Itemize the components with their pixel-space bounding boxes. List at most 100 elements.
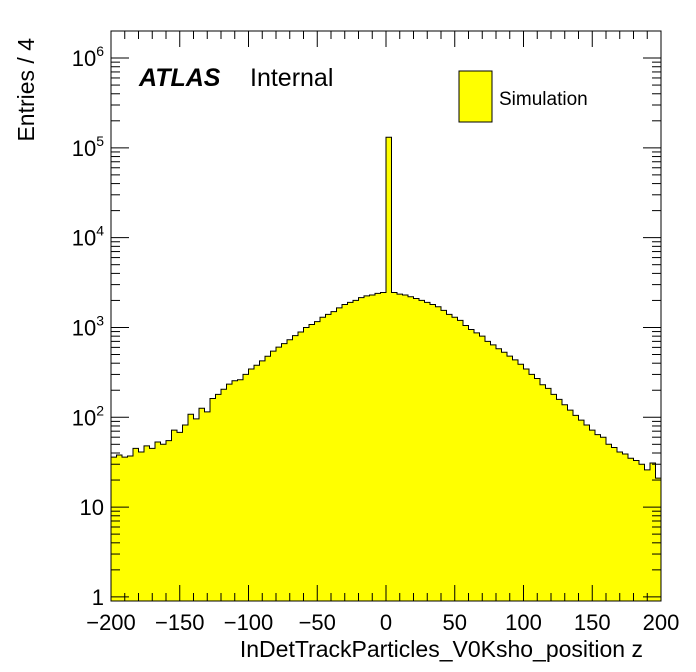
histogram-bar xyxy=(551,394,557,601)
histogram-bar xyxy=(413,298,420,601)
histogram-bar xyxy=(474,332,480,601)
histogram-bar xyxy=(622,453,629,601)
histogram-bar xyxy=(540,384,546,601)
histogram-bar xyxy=(463,325,469,601)
histogram-bar xyxy=(441,310,447,601)
histogram-bar xyxy=(589,430,596,601)
x-axis-ticks: −200 −150 −100 −50 0 50 100 150 200 xyxy=(86,31,679,635)
histogram-bar xyxy=(138,452,145,601)
histogram-bar xyxy=(144,445,150,601)
y-axis-title: Entries / 4 xyxy=(13,38,39,142)
histogram-bar xyxy=(199,408,205,601)
histogram-bar xyxy=(490,344,497,601)
histogram-bar xyxy=(611,447,618,601)
histogram-bar xyxy=(534,378,541,601)
histogram-bar xyxy=(518,364,524,601)
histogram-bar xyxy=(259,360,266,601)
histogram-bar xyxy=(325,314,332,601)
histogram-bar xyxy=(562,404,568,601)
histogram-bar xyxy=(650,462,656,601)
x-tick-label: 50 xyxy=(443,610,467,635)
histogram-bar xyxy=(468,329,475,601)
histogram-bar xyxy=(446,314,453,601)
histogram-bar xyxy=(155,442,161,601)
histogram-bar xyxy=(644,469,651,601)
histogram-bar xyxy=(430,304,436,601)
histogram-bar xyxy=(166,440,172,601)
histogram-bar xyxy=(457,320,464,601)
histogram-bar xyxy=(353,300,359,601)
x-tick-label: −200 xyxy=(86,610,136,635)
histogram-bar xyxy=(435,306,442,601)
histogram-bar xyxy=(243,374,249,601)
histogram-bar xyxy=(320,317,326,601)
histogram-bar xyxy=(523,368,530,601)
histogram-outline xyxy=(111,136,661,479)
histogram-bar xyxy=(617,452,623,601)
histogram-bar xyxy=(281,343,288,601)
histogram-bar xyxy=(226,384,233,601)
histogram-bar xyxy=(628,458,634,601)
histogram-bar xyxy=(573,415,579,601)
histogram-bar xyxy=(193,418,200,601)
histogram-bar xyxy=(364,295,370,601)
histogram-bar xyxy=(347,302,354,601)
histogram-bar xyxy=(595,434,601,601)
histogram-bar xyxy=(303,327,310,601)
histogram-bar xyxy=(287,339,293,601)
histogram-bar xyxy=(122,457,128,601)
histogram-bar xyxy=(331,311,337,601)
histogram-bar xyxy=(221,389,227,601)
legend-label-simulation: Simulation xyxy=(499,89,588,110)
histogram-bar xyxy=(606,444,612,601)
histogram-bar xyxy=(177,432,183,601)
histogram-bar xyxy=(149,448,156,601)
histogram-bar xyxy=(292,335,299,601)
histogram-bar xyxy=(270,351,277,601)
histogram-bar xyxy=(298,332,304,601)
y-tick-label: 1 xyxy=(92,585,104,610)
x-tick-label: −100 xyxy=(224,610,274,635)
histogram-bar xyxy=(369,294,376,601)
histogram-bar xyxy=(215,394,222,601)
histogram-bar xyxy=(584,425,590,601)
histogram-bar xyxy=(133,448,139,601)
histogram-bar xyxy=(600,437,607,601)
histogram-bar xyxy=(419,300,425,601)
histogram-bar xyxy=(248,368,255,601)
histogram-bar xyxy=(336,307,343,601)
histogram-bar xyxy=(237,379,244,601)
histogram-bar xyxy=(380,292,387,601)
x-axis-title: InDetTrackParticles_V0Ksho_position z xyxy=(240,636,643,662)
x-tick-label: 0 xyxy=(380,610,392,635)
histogram-bar xyxy=(556,399,563,601)
histogram-bar xyxy=(386,137,392,601)
histogram-bar xyxy=(633,460,640,601)
histogram-bar xyxy=(496,348,502,601)
x-tick-label: −150 xyxy=(155,610,205,635)
y-tick-label: 10 xyxy=(80,495,104,520)
histogram-bar xyxy=(529,374,535,601)
histogram-bar xyxy=(375,293,381,601)
x-tick-label: −50 xyxy=(299,610,336,635)
histogram-bar xyxy=(402,294,409,601)
atlas-label: ATLAS xyxy=(138,64,221,92)
histogram-bar xyxy=(567,410,574,601)
histogram-bar xyxy=(232,380,238,601)
histogram-bar xyxy=(512,359,519,601)
histogram-bar xyxy=(342,304,348,601)
legend-swatch-simulation xyxy=(458,70,493,123)
histogram-bar xyxy=(116,455,123,601)
histogram-bar xyxy=(452,317,458,601)
histogram-bar xyxy=(254,365,260,601)
histogram-bar xyxy=(171,430,178,601)
histogram-bar xyxy=(314,321,321,601)
histogram-bar xyxy=(397,294,403,601)
histogram-bar xyxy=(160,444,167,601)
histogram-bar xyxy=(501,352,508,601)
histogram-bar xyxy=(639,464,645,601)
histogram-bar xyxy=(210,398,216,601)
histogram-bar xyxy=(265,356,271,601)
